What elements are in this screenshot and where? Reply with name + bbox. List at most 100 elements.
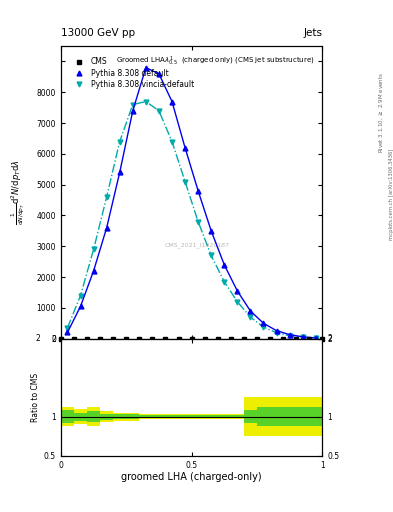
Bar	[139, 414, 152, 419]
Pythia 8.308 default	[183, 144, 187, 151]
Bar	[139, 415, 152, 418]
CMS	[228, 335, 233, 342]
Pythia 8.308 vincia-default	[118, 138, 122, 144]
CMS	[72, 335, 76, 342]
Bar	[231, 415, 244, 418]
Pythia 8.308 vincia-default	[261, 324, 266, 330]
Bar	[74, 413, 87, 420]
Pythia 8.308 default	[313, 335, 318, 341]
X-axis label: groomed LHA (charged-only): groomed LHA (charged-only)	[121, 472, 262, 482]
Bar	[178, 415, 191, 418]
CMS	[241, 335, 246, 342]
CMS	[163, 335, 168, 342]
Bar	[100, 414, 113, 420]
Bar	[165, 415, 178, 418]
CMS	[189, 335, 194, 342]
Pythia 8.308 vincia-default	[143, 98, 148, 104]
Bar	[192, 415, 205, 418]
Bar	[231, 414, 244, 419]
Pythia 8.308 default	[300, 334, 305, 340]
CMS	[137, 335, 142, 342]
Text: mcplots.cern.ch [arXiv:1306.3436]: mcplots.cern.ch [arXiv:1306.3436]	[389, 149, 393, 240]
Pythia 8.308 vincia-default	[248, 314, 253, 320]
Pythia 8.308 default	[91, 268, 96, 274]
Text: Groomed LHA$\lambda^{1}_{0.5}$  (charged only) (CMS jet substructure): Groomed LHA$\lambda^{1}_{0.5}$ (charged …	[116, 55, 314, 68]
CMS	[268, 335, 272, 342]
Pythia 8.308 default	[235, 288, 240, 294]
Bar	[205, 414, 218, 419]
Pythia 8.308 default	[156, 71, 161, 77]
Bar	[309, 397, 322, 436]
Pythia 8.308 default	[287, 332, 292, 338]
Pythia 8.308 default	[104, 225, 109, 231]
Y-axis label: Ratio to CMS: Ratio to CMS	[31, 373, 40, 422]
CMS	[124, 335, 129, 342]
Bar	[61, 408, 74, 426]
Text: 13000 GeV pp: 13000 GeV pp	[61, 28, 135, 38]
Bar	[257, 408, 270, 426]
Text: Jets: Jets	[303, 28, 322, 38]
Pythia 8.308 vincia-default	[300, 334, 305, 340]
Pythia 8.308 vincia-default	[130, 101, 135, 108]
Bar	[178, 414, 191, 419]
Bar	[205, 415, 218, 418]
Line: CMS: CMS	[59, 336, 324, 340]
Bar	[270, 397, 283, 436]
Bar	[113, 414, 126, 419]
Pythia 8.308 default	[222, 262, 227, 268]
Pythia 8.308 vincia-default	[274, 330, 279, 336]
Pythia 8.308 vincia-default	[222, 279, 227, 285]
Text: 2: 2	[327, 334, 332, 343]
Pythia 8.308 vincia-default	[287, 333, 292, 339]
Bar	[257, 397, 270, 436]
Text: 2: 2	[35, 334, 40, 343]
Pythia 8.308 vincia-default	[183, 179, 187, 185]
Pythia 8.308 vincia-default	[156, 108, 161, 114]
Pythia 8.308 default	[143, 65, 148, 71]
Bar	[126, 413, 140, 420]
Bar	[152, 414, 165, 419]
CMS	[111, 335, 116, 342]
Bar	[218, 415, 231, 418]
Pythia 8.308 default	[65, 329, 70, 335]
Pythia 8.308 vincia-default	[104, 194, 109, 200]
Pythia 8.308 vincia-default	[196, 219, 200, 225]
Bar	[309, 408, 322, 426]
CMS	[307, 335, 312, 342]
Pythia 8.308 vincia-default	[170, 138, 174, 144]
Bar	[296, 397, 309, 436]
Pythia 8.308 default	[274, 328, 279, 334]
CMS	[294, 335, 299, 342]
Pythia 8.308 default	[248, 308, 253, 314]
Pythia 8.308 vincia-default	[313, 335, 318, 342]
Pythia 8.308 vincia-default	[65, 325, 70, 331]
Bar	[152, 415, 165, 418]
CMS	[98, 335, 103, 342]
Bar	[61, 411, 74, 423]
Bar	[87, 411, 100, 422]
Pythia 8.308 default	[130, 108, 135, 114]
Bar	[283, 408, 296, 426]
CMS	[320, 335, 325, 342]
Bar	[87, 408, 100, 426]
Pythia 8.308 default	[78, 303, 83, 309]
Bar	[74, 409, 87, 424]
Bar	[270, 408, 283, 426]
Bar	[296, 408, 309, 426]
Pythia 8.308 vincia-default	[209, 252, 213, 259]
Bar	[244, 411, 257, 423]
Bar	[244, 397, 257, 436]
Text: CMS_2021_I1920187: CMS_2021_I1920187	[164, 242, 229, 248]
Line: Pythia 8.308 default: Pythia 8.308 default	[65, 65, 318, 340]
Pythia 8.308 vincia-default	[91, 246, 96, 252]
CMS	[59, 335, 63, 342]
Bar	[218, 414, 231, 419]
Bar	[283, 397, 296, 436]
Text: Rivet 3.1.10, $\geq$ 2.9M events: Rivet 3.1.10, $\geq$ 2.9M events	[377, 72, 385, 153]
Bar	[192, 414, 205, 419]
CMS	[255, 335, 259, 342]
Pythia 8.308 default	[209, 228, 213, 234]
CMS	[85, 335, 90, 342]
CMS	[150, 335, 155, 342]
Pythia 8.308 default	[170, 98, 174, 104]
